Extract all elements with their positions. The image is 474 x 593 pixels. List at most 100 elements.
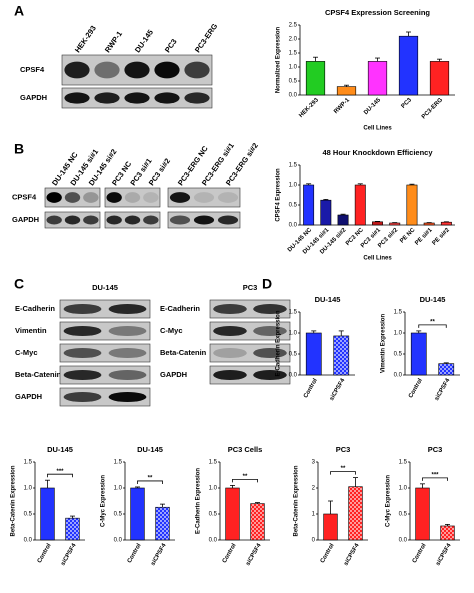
band [253, 325, 287, 337]
significance-bracket [418, 324, 447, 328]
y-axis-label: E-Cadherin Expression [196, 468, 202, 534]
chart-title: PC3 Cells [228, 445, 263, 454]
bar [429, 61, 450, 96]
band [64, 92, 90, 104]
bar [336, 86, 357, 96]
band [217, 215, 239, 225]
y-axis-label: Beta-Catenin Expression [294, 465, 300, 536]
row-label: Beta-Catenin [15, 370, 62, 379]
y-tick-label: 0.5 [399, 512, 408, 518]
y-tick-label: 0.0 [209, 538, 218, 544]
x-tick-label: Control [412, 543, 428, 565]
significance-bracket [330, 471, 356, 475]
blot-strip [167, 187, 241, 208]
y-axis-label: Beta-Catenin Expression [11, 465, 17, 536]
bar [372, 221, 383, 226]
bar [130, 487, 145, 541]
band [83, 192, 99, 203]
significance-label: ** [148, 476, 153, 482]
band [64, 61, 90, 79]
band [169, 192, 191, 203]
x-tick-label: Control [127, 543, 143, 565]
band [106, 215, 122, 225]
band [83, 215, 99, 225]
panel-label: D [262, 276, 272, 292]
x-tick-label: PE si#1 [414, 227, 434, 247]
x-axis-label: Cell Lines [363, 126, 392, 132]
x-tick-label: siCPSF4 [60, 542, 78, 567]
band [253, 369, 287, 381]
bar [305, 61, 326, 96]
band [124, 92, 150, 104]
band [143, 192, 159, 203]
band [108, 369, 147, 381]
band [63, 347, 102, 359]
y-tick-label: 1.0 [394, 331, 403, 337]
y-tick-label: 2.5 [289, 23, 298, 29]
y-tick-label: 1.0 [114, 486, 123, 492]
band [193, 215, 215, 225]
x-tick-label: PE si#2 [432, 227, 452, 247]
panel-label: C [14, 276, 24, 292]
row-label: GAPDH [12, 215, 39, 224]
y-tick-label: 1.0 [289, 331, 298, 337]
band [108, 391, 147, 403]
band [63, 369, 102, 381]
chart-title: CPSF4 Expression Screening [325, 8, 430, 17]
y-tick-label: 0.5 [24, 512, 33, 518]
band [213, 325, 247, 337]
x-tick-label: PC3 [401, 97, 414, 110]
chart-title: DU-145 [47, 445, 73, 454]
y-tick-label: 1.0 [289, 183, 298, 189]
band [217, 192, 239, 203]
y-tick-label: 0.0 [394, 373, 403, 379]
y-tick-label: 0.5 [209, 512, 218, 518]
x-axis-label: Cell Lines [363, 256, 392, 262]
y-tick-label: 3 [312, 460, 316, 466]
lane-label: RWP-1 [103, 29, 124, 54]
chart-title: DU-145 [137, 445, 163, 454]
y-tick-label: 0.0 [399, 538, 408, 544]
band [108, 325, 147, 337]
row-label: CPSF4 [12, 192, 37, 201]
y-tick-label: 1.5 [24, 460, 33, 466]
bar [406, 184, 418, 226]
significance-bracket [422, 477, 448, 481]
y-tick-label: 1.0 [24, 486, 33, 492]
x-tick-label: PC3-ERG [421, 97, 444, 120]
band [94, 61, 120, 79]
x-tick-label: Control [320, 543, 336, 565]
y-tick-label: 1.5 [394, 310, 403, 316]
significance-bracket [232, 479, 258, 483]
row-label: C-Myc [15, 348, 38, 357]
x-tick-label: Control [222, 543, 238, 565]
x-tick-label: Control [37, 543, 53, 565]
bar [354, 184, 366, 226]
chart-title: PC3 [428, 445, 443, 454]
band [213, 303, 247, 315]
chart-title: 48 Hour Knockdown Efficiency [322, 148, 433, 157]
y-tick-label: 0.5 [114, 512, 123, 518]
bar [250, 503, 265, 541]
band [154, 92, 180, 104]
bar [225, 487, 240, 541]
bar [367, 61, 388, 96]
bar [398, 35, 419, 96]
row-label: Vimentin [15, 326, 47, 335]
band [124, 61, 150, 79]
row-label: GAPDH [15, 392, 42, 401]
lane-label: DU-145 [133, 28, 155, 54]
y-tick-label: 0.0 [24, 538, 33, 544]
y-axis-label: E-Cadherin Expression [276, 310, 282, 376]
band [124, 192, 141, 203]
y-tick-label: 1.5 [289, 51, 298, 57]
y-tick-label: 1.5 [289, 310, 298, 316]
y-axis-label: Vimentin Expression [381, 314, 387, 374]
y-tick-label: 0.5 [289, 352, 298, 358]
x-tick-label: DU-145 [363, 97, 382, 116]
row-label: CPSF4 [20, 65, 45, 74]
lane-label: PC3-ERG [193, 22, 220, 55]
x-tick-label: Control [303, 378, 319, 400]
significance-label: *** [431, 472, 439, 478]
